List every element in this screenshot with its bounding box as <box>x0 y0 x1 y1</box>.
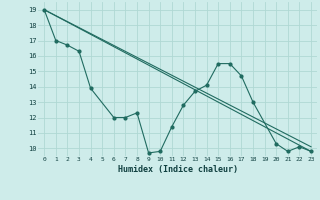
X-axis label: Humidex (Indice chaleur): Humidex (Indice chaleur) <box>118 165 238 174</box>
